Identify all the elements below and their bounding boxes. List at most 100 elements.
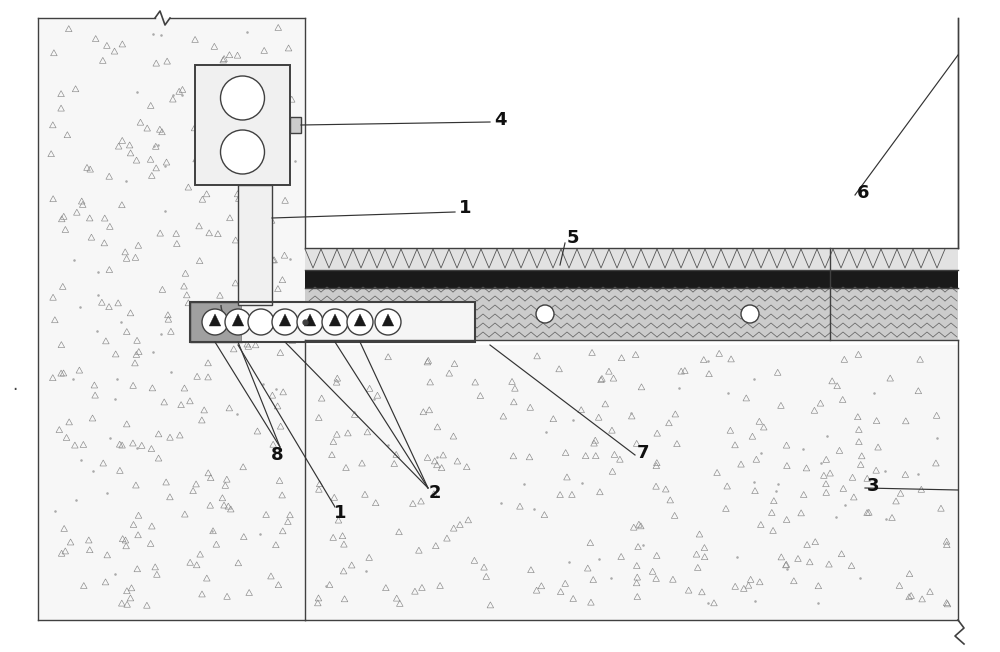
Point — [287, 155, 303, 166]
Point — [150, 140, 166, 150]
Point — [819, 430, 835, 441]
Point — [910, 469, 926, 479]
Point — [877, 466, 893, 476]
Point — [72, 302, 88, 312]
Point — [429, 452, 445, 462]
Point — [747, 597, 763, 607]
Point — [204, 526, 220, 537]
Text: .: . — [12, 376, 17, 394]
Point — [813, 458, 829, 468]
Point — [73, 455, 89, 466]
Point — [66, 255, 82, 265]
Point — [274, 89, 290, 99]
Point — [538, 427, 554, 437]
Point — [252, 529, 268, 540]
Circle shape — [272, 309, 298, 335]
Point — [90, 267, 106, 277]
Point — [165, 90, 181, 100]
Circle shape — [220, 76, 264, 120]
Bar — [242, 302, 475, 342]
Polygon shape — [382, 314, 394, 326]
Point — [241, 283, 257, 293]
Point — [671, 383, 687, 393]
Circle shape — [202, 309, 228, 335]
Point — [866, 388, 882, 398]
Polygon shape — [232, 314, 244, 326]
Point — [700, 598, 716, 608]
Point — [700, 355, 716, 366]
Point — [268, 384, 284, 394]
Bar — [238, 185, 272, 305]
Point — [779, 564, 795, 574]
Point — [318, 580, 334, 591]
Circle shape — [248, 309, 274, 335]
Text: 4: 4 — [494, 111, 506, 129]
Bar — [305, 248, 958, 270]
Point — [145, 347, 161, 357]
Bar — [190, 302, 475, 342]
Point — [47, 505, 63, 516]
Point — [157, 206, 173, 216]
Point — [366, 394, 382, 404]
Bar — [38, 18, 305, 620]
Point — [174, 89, 190, 100]
Text: 3: 3 — [867, 477, 879, 495]
Point — [837, 500, 853, 511]
Point — [118, 176, 134, 186]
Point — [229, 408, 245, 419]
Circle shape — [220, 130, 264, 174]
Bar — [290, 117, 301, 133]
Point — [828, 511, 844, 522]
Point — [516, 479, 532, 489]
Point — [145, 29, 161, 39]
Text: 1: 1 — [334, 504, 346, 522]
Point — [146, 141, 162, 151]
Polygon shape — [209, 314, 221, 326]
Circle shape — [741, 305, 759, 323]
Bar — [190, 302, 242, 342]
Point — [746, 374, 762, 384]
Polygon shape — [329, 314, 341, 326]
Point — [380, 439, 396, 450]
Point — [163, 367, 179, 378]
Point — [198, 165, 214, 175]
Point — [768, 486, 784, 497]
Point — [493, 497, 509, 508]
Point — [153, 329, 169, 339]
Point — [99, 488, 115, 498]
Point — [852, 573, 868, 584]
Bar — [195, 65, 290, 185]
Point — [878, 513, 894, 524]
Circle shape — [536, 305, 554, 323]
Point — [565, 415, 581, 426]
Polygon shape — [354, 314, 366, 326]
Point — [329, 376, 345, 386]
Point — [102, 432, 118, 443]
Text: 2: 2 — [429, 484, 441, 502]
Point — [85, 466, 101, 477]
Bar — [305, 345, 958, 620]
Text: 6: 6 — [857, 184, 869, 202]
Point — [929, 433, 945, 443]
Point — [591, 554, 607, 564]
Point — [526, 504, 542, 514]
Point — [746, 477, 762, 488]
Point — [109, 374, 125, 384]
Point — [574, 478, 590, 488]
Point — [720, 388, 736, 398]
Text: 5: 5 — [567, 229, 579, 247]
Point — [623, 408, 639, 418]
Text: 7: 7 — [637, 444, 649, 462]
Circle shape — [225, 309, 251, 335]
Point — [90, 290, 106, 301]
Bar — [305, 270, 958, 288]
Polygon shape — [304, 314, 316, 326]
Point — [635, 540, 651, 550]
Circle shape — [322, 309, 348, 335]
Point — [113, 316, 129, 327]
Point — [65, 374, 81, 385]
Circle shape — [297, 309, 323, 335]
Point — [795, 443, 811, 454]
Point — [282, 254, 298, 264]
Point — [358, 566, 374, 576]
